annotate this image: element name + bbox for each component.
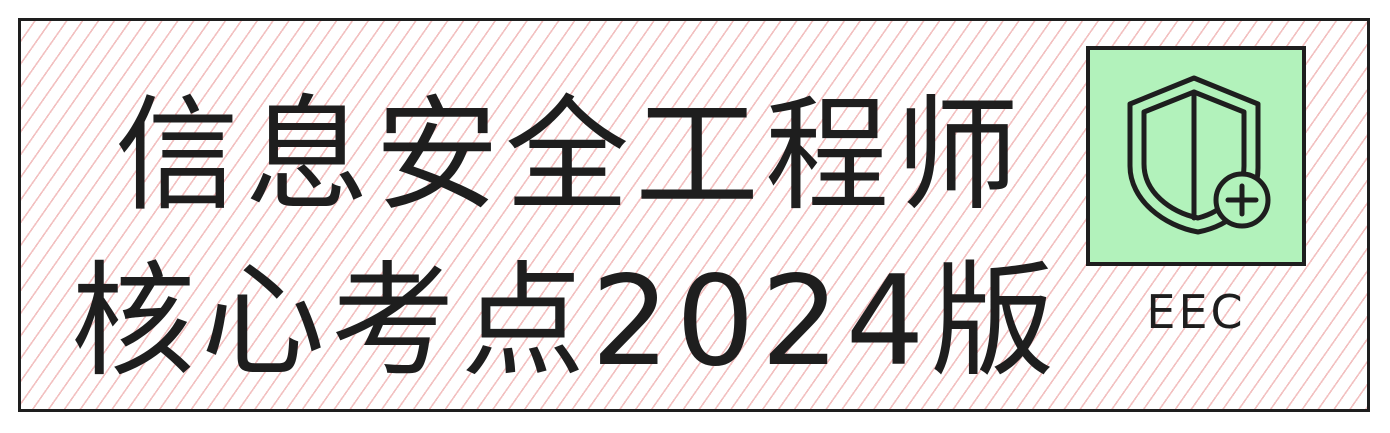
shield-plus-icon	[1127, 75, 1271, 235]
logo-badge	[1086, 46, 1306, 266]
title-line-2: 核心考点2024版	[71, 250, 1061, 394]
logo-caption: EEC	[1146, 285, 1246, 339]
book-title: 信息安全工程师 核心考点2024版	[71, 73, 1081, 405]
title-line-1: 信息安全工程师	[115, 84, 1026, 228]
